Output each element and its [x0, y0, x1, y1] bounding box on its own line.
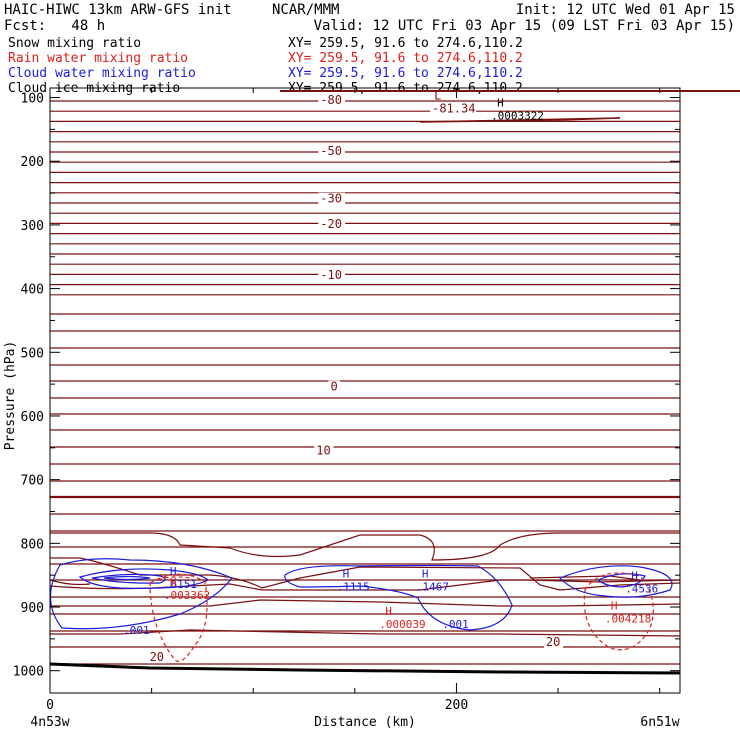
rain-water-contour	[583, 572, 654, 651]
temperature-min-bg	[430, 102, 477, 115]
isotherm-label-bg	[147, 651, 167, 664]
cloud-water-contour	[596, 573, 646, 588]
isotherm-low	[50, 629, 681, 637]
y-tick-label: 900	[21, 601, 44, 616]
y-tick-label: 600	[21, 410, 44, 425]
x-axis-label: Distance (km)	[314, 715, 416, 730]
legend-xy: XY= 259.5, 91.6 to 274.6,110.2	[288, 36, 523, 51]
y-tick-label: 400	[21, 283, 44, 298]
rain-max-marker: H	[611, 599, 618, 612]
isotherm-label-bg	[318, 192, 346, 205]
isotherm-label: -10	[320, 268, 342, 282]
org-label: NCAR/MMM	[272, 2, 339, 18]
temperature-min-value: -81.34	[432, 101, 475, 115]
rain-max-value: .003362	[164, 589, 210, 602]
legend-label: Cloud water mixing ratio	[8, 66, 196, 81]
y-axis-label: Pressure (hPa)	[3, 341, 18, 451]
isotherm-low	[50, 599, 681, 607]
rain-max-value: .000039	[379, 618, 425, 631]
cloud-water-contour	[103, 575, 151, 581]
field-legend: Snow mixing ratio XY= 259.5, 91.6 to 274.…	[8, 36, 523, 96]
cloud-max-value: .4536	[625, 583, 658, 596]
x-tick-label: 200	[445, 698, 468, 713]
isotherm-label-bg	[543, 635, 564, 648]
fcst-label: Fcst: 48 h	[4, 18, 105, 34]
isotherm-low	[50, 557, 681, 591]
header-text: HAIC-HIWC 13km ARW-GFS init NCAR/MMM Ini…	[4, 2, 735, 34]
isotherm-label-bg	[328, 380, 341, 393]
y-tick-label: 200	[21, 155, 44, 170]
legend-label: Snow mixing ratio	[8, 36, 141, 51]
temperature-min-marker: L	[434, 88, 441, 102]
cloud-max-marker: H	[631, 570, 638, 583]
y-tick-label: 500	[21, 346, 44, 361]
legend-xy: XY= 259.5, 91.6 to 274.6,110.2	[288, 51, 523, 66]
legend-label: Rain water mixing ratio	[8, 51, 188, 66]
rain-water-contour	[149, 573, 208, 662]
snow-max-marker: H	[497, 96, 504, 109]
rain-water-contour	[157, 576, 191, 581]
rain-max-marker: H	[170, 576, 177, 589]
cloud-water-contour	[78, 568, 210, 589]
isotherm-label: 0	[330, 380, 337, 394]
y-tick-label: 100	[21, 92, 44, 107]
isotherm-label-bg	[318, 144, 346, 157]
init-label: Init: 12 UTC Wed 01 Apr 15	[516, 2, 735, 18]
cloud-max-value: .1467	[416, 581, 449, 594]
rain-max-marker: H	[385, 605, 392, 618]
x-tick-label: 0	[46, 698, 54, 713]
cloud-water-contour	[49, 558, 233, 630]
isotherm-label: -20	[320, 217, 342, 231]
isotherm-min	[419, 117, 621, 123]
legend-xy: XY= 259.5, 91.6 to 274.6,110.2	[288, 66, 523, 81]
cloud-max-marker: H	[422, 568, 429, 581]
x-end-label-left: 4n53w	[30, 715, 69, 730]
isotherm-low	[50, 532, 680, 561]
rain-max-value: .004218	[605, 612, 651, 625]
cloud-contour-label: .001	[442, 618, 469, 631]
terrain-line	[49, 662, 681, 675]
isotherm-low	[49, 579, 91, 586]
cloud-max-marker: H	[343, 568, 350, 581]
x-end-label-right: 6n51w	[640, 715, 679, 730]
y-tick-label: 1000	[13, 665, 44, 680]
y-tick-label: 700	[21, 474, 44, 489]
isotherm-label: -80	[320, 93, 342, 107]
cloud-max-value: .1115	[337, 581, 370, 594]
y-tick-label: 300	[21, 219, 44, 234]
cloud-water-contour	[284, 564, 513, 631]
isotherm-label: -50	[320, 144, 342, 158]
plot-frame	[49, 87, 681, 694]
isotherm-label-bg	[318, 269, 346, 282]
cloud-max-marker: H	[170, 565, 177, 578]
cloud-max-value: .6151	[164, 578, 197, 591]
cloud-contour-label: .001	[123, 624, 149, 637]
snow-max-value: .0003322	[491, 109, 544, 122]
isotherm-label: -30	[320, 192, 342, 206]
isotherm-label-bg	[314, 444, 334, 457]
cloud-water-contour	[91, 573, 166, 584]
isotherm-label: 20	[150, 650, 164, 664]
valid-label: Valid: 12 UTC Fri 03 Apr 15 (09 LST Fri …	[314, 18, 735, 34]
isotherm-label-bg	[318, 94, 346, 107]
isotherm-label-bg	[318, 218, 346, 231]
cloud-water-contour	[558, 565, 673, 598]
isotherm-label: 10	[316, 443, 330, 457]
isotherm-label: 20	[546, 635, 560, 649]
plot-title: HAIC-HIWC 13km ARW-GFS init	[4, 2, 232, 18]
y-tick-label: 800	[21, 537, 44, 552]
